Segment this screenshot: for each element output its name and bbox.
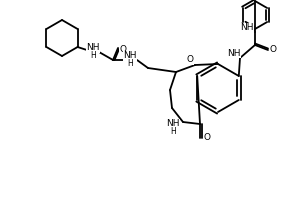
Text: NH: NH <box>123 51 137 60</box>
Text: NH: NH <box>240 23 254 32</box>
Text: H: H <box>127 58 133 68</box>
Text: O: O <box>187 55 194 64</box>
Text: NH: NH <box>227 48 241 58</box>
Text: NH: NH <box>86 44 100 52</box>
Text: O: O <box>203 134 211 142</box>
Text: O: O <box>269 46 277 54</box>
Text: O: O <box>119 45 127 53</box>
Text: H: H <box>170 127 176 136</box>
Text: NH: NH <box>166 119 180 129</box>
Text: H: H <box>90 50 96 60</box>
